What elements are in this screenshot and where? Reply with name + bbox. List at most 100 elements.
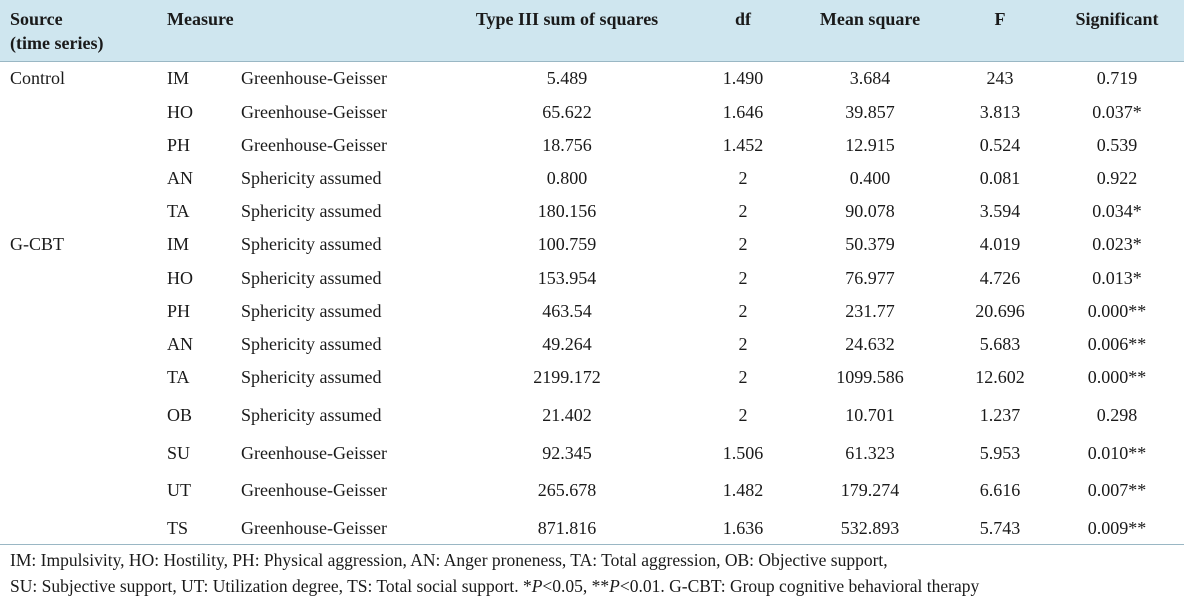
- cell-significant: 0.006**: [1087, 334, 1147, 354]
- header-source: Source (time series): [10, 7, 150, 55]
- cell-mean-square: 12.915: [845, 135, 895, 155]
- table-row: HO Greenhouse-Geisser 65.622 1.646 39.857 3.8…: [0, 100, 1184, 124]
- cell-mean-square: 10.701: [845, 405, 895, 425]
- header-significant: Significant: [1075, 9, 1159, 29]
- cell-sum-of-squares: 871.816: [537, 518, 597, 538]
- cell-significant: 0.034*: [1092, 201, 1142, 221]
- cell-test: Sphericity assumed: [241, 367, 382, 387]
- cell-mean-square: 231.77: [845, 301, 895, 321]
- cell-test: Sphericity assumed: [241, 334, 382, 354]
- cell-f: 3.813: [979, 102, 1021, 122]
- cell-mean-square: 532.893: [840, 518, 900, 538]
- cell-f: 0.081: [979, 168, 1021, 188]
- cell-mean-square: 0.400: [849, 168, 891, 188]
- cell-measure: PH: [167, 135, 191, 155]
- table-row: AN Sphericity assumed 0.800 2 0.400 0.081 0.92…: [0, 166, 1184, 190]
- cell-sum-of-squares: 65.622: [542, 102, 592, 122]
- cell-sum-of-squares: 180.156: [537, 201, 597, 221]
- cell-significant: 0.539: [1096, 135, 1138, 155]
- cell-test: Sphericity assumed: [241, 268, 382, 288]
- cell-test: Greenhouse-Geisser: [241, 480, 387, 500]
- cell-test: Sphericity assumed: [241, 234, 382, 254]
- cell-test: Sphericity assumed: [241, 405, 382, 425]
- cell-df: 1.490: [722, 68, 764, 88]
- cell-df: 2: [738, 234, 748, 254]
- table-row: PH Greenhouse-Geisser 18.756 1.452 12.915 0.5…: [0, 133, 1184, 157]
- cell-f: 6.616: [979, 480, 1021, 500]
- cell-df: 1.646: [722, 102, 764, 122]
- cell-mean-square: 61.323: [845, 443, 895, 463]
- cell-sum-of-squares: 463.54: [542, 301, 592, 321]
- cell-sum-of-squares: 153.954: [537, 268, 597, 288]
- cell-f: 5.683: [979, 334, 1021, 354]
- table-header: Source (time series) Measure Type III su…: [0, 0, 1184, 62]
- cell-significant: 0.719: [1096, 68, 1138, 88]
- cell-f: 4.726: [979, 268, 1021, 288]
- cell-measure: HO: [167, 102, 193, 122]
- cell-mean-square: 3.684: [849, 68, 891, 88]
- cell-sum-of-squares: 18.756: [542, 135, 592, 155]
- cell-test: Greenhouse-Geisser: [241, 518, 387, 538]
- cell-sum-of-squares: 265.678: [537, 480, 597, 500]
- cell-f: 1.237: [979, 405, 1021, 425]
- cell-f: 20.696: [975, 301, 1025, 321]
- cell-measure: AN: [167, 168, 193, 188]
- cell-mean-square: 179.274: [840, 480, 900, 500]
- table-row: AN Sphericity assumed 49.264 2 24.632 5.683 0.…: [0, 332, 1184, 356]
- cell-mean-square: 50.379: [845, 234, 895, 254]
- cell-measure: IM: [167, 68, 189, 88]
- cell-measure: UT: [167, 480, 191, 500]
- cell-mean-square: 90.078: [845, 201, 895, 221]
- cell-significant: 0.922: [1096, 168, 1138, 188]
- cell-df: 1.452: [722, 135, 764, 155]
- cell-test: Greenhouse-Geisser: [241, 135, 387, 155]
- footnote-p1: P: [531, 576, 543, 596]
- cell-df: 2: [738, 201, 748, 221]
- table-row: G-CBT IM Sphericity assumed 100.759 2 50.379 4…: [0, 232, 1184, 256]
- cell-df: 2: [738, 405, 748, 425]
- footnote-p2: P: [609, 576, 620, 596]
- cell-sum-of-squares: 100.759: [537, 234, 597, 254]
- cell-significant: 0.000**: [1087, 367, 1147, 387]
- cell-mean-square: 76.977: [845, 268, 895, 288]
- table-row: UT Greenhouse-Geisser 265.678 1.482 179.274 6…: [0, 478, 1184, 502]
- cell-df: 2: [738, 367, 748, 387]
- cell-sum-of-squares: 5.489: [546, 68, 588, 88]
- cell-significant: 0.010**: [1087, 443, 1147, 463]
- cell-f: 243: [986, 68, 1014, 88]
- cell-f: 0.524: [979, 135, 1021, 155]
- cell-test: Greenhouse-Geisser: [241, 443, 387, 463]
- cell-measure: TA: [167, 201, 190, 221]
- cell-mean-square: 24.632: [845, 334, 895, 354]
- cell-test: Sphericity assumed: [241, 301, 382, 321]
- cell-sum-of-squares: 92.345: [542, 443, 592, 463]
- table-row: SU Greenhouse-Geisser 92.345 1.506 61.323 5.9…: [0, 441, 1184, 465]
- cell-f: 5.743: [979, 518, 1021, 538]
- cell-significant: 0.298: [1096, 405, 1138, 425]
- cell-source: Control: [10, 68, 66, 88]
- cell-df: 2: [738, 268, 748, 288]
- cell-measure: TS: [167, 518, 189, 538]
- table-row: OB Sphericity assumed 21.402 2 10.701 1.237 0.…: [0, 403, 1184, 427]
- footnote-line-1: IM: Impulsivity, HO: Hostility, PH: Phys…: [10, 550, 888, 570]
- cell-mean-square: 1099.586: [836, 367, 904, 387]
- cell-f: 3.594: [979, 201, 1021, 221]
- cell-df: 1.636: [722, 518, 764, 538]
- cell-significant: 0.023*: [1092, 234, 1142, 254]
- footnote-line-2c: <0.01. G-CBT: Group cognitive behavioral…: [619, 576, 980, 596]
- cell-sum-of-squares: 2199.172: [533, 367, 601, 387]
- cell-measure: TA: [167, 367, 190, 387]
- cell-source: G-CBT: [10, 234, 64, 254]
- table-row: TA Sphericity assumed 180.156 2 90.078 3.594 0…: [0, 199, 1184, 223]
- cell-measure: SU: [167, 443, 191, 463]
- header-f: F: [994, 9, 1006, 29]
- footnote-line-2a: SU: Subjective support, UT: Utilization …: [10, 576, 532, 596]
- cell-significant: 0.009**: [1087, 518, 1147, 538]
- cell-df: 2: [738, 168, 748, 188]
- cell-measure: AN: [167, 334, 193, 354]
- cell-sum-of-squares: 49.264: [542, 334, 592, 354]
- table-row: TA Sphericity assumed 2199.172 2 1099.586 12.…: [0, 365, 1184, 389]
- header-mean-square: Mean square: [819, 9, 921, 29]
- header-measure: Measure: [167, 9, 234, 29]
- cell-mean-square: 39.857: [845, 102, 895, 122]
